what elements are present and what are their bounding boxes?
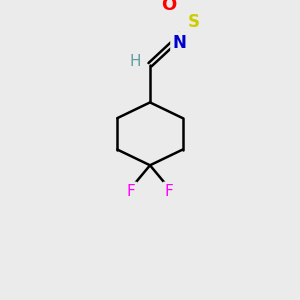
Text: N: N <box>173 34 187 52</box>
Text: S: S <box>188 14 200 32</box>
Text: H: H <box>130 54 141 69</box>
Text: F: F <box>164 184 173 199</box>
Text: O: O <box>161 0 176 14</box>
Text: F: F <box>127 184 136 199</box>
